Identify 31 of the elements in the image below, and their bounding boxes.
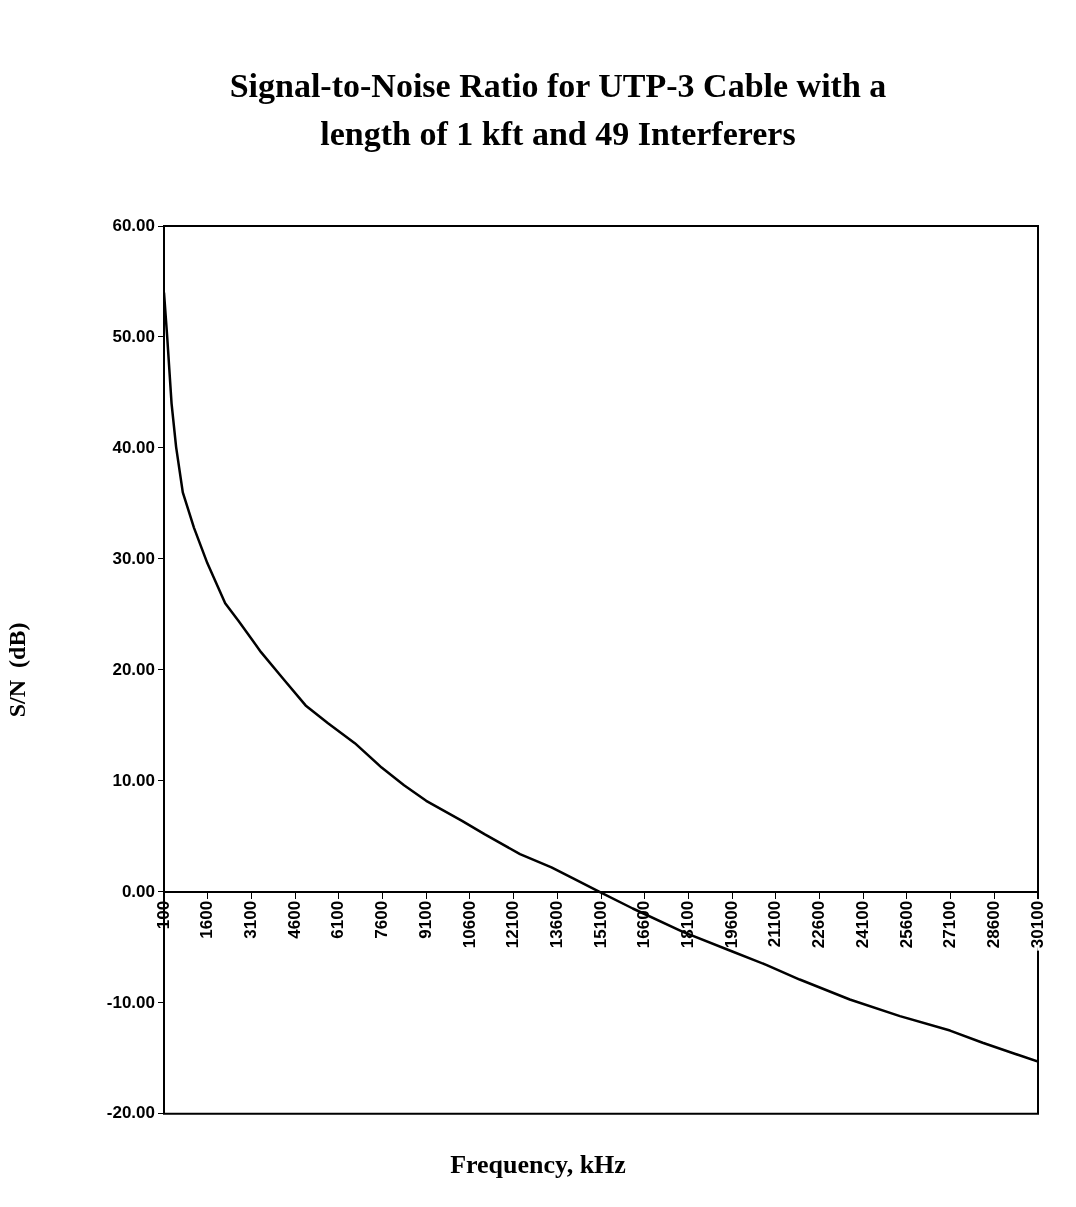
x-tick-label: 25600 bbox=[896, 900, 916, 949]
y-tick-label: 10.00 bbox=[112, 770, 155, 790]
x-tick-label: 1600 bbox=[197, 900, 217, 939]
x-tick-label: 19600 bbox=[721, 900, 741, 949]
x-tick-label: 10600 bbox=[459, 900, 479, 949]
x-axis-title: Frequency, kHz bbox=[449, 1150, 627, 1180]
y-tick-label: -20.00 bbox=[106, 1103, 155, 1123]
x-tick-label: 24100 bbox=[852, 900, 872, 949]
x-tick-label: 28600 bbox=[983, 900, 1003, 949]
y-tick-label: 0.00 bbox=[121, 881, 155, 901]
x-tick-label: 4600 bbox=[284, 900, 304, 939]
y-tick-label: -10.00 bbox=[106, 992, 155, 1012]
y-tick-label: 30.00 bbox=[112, 548, 155, 568]
y-tick-label: 60.00 bbox=[112, 215, 155, 235]
x-tick-label: 15100 bbox=[590, 900, 610, 949]
chart-title: Signal-to-Noise Ratio for UTP-3 Cable with a length of 1 kft and 49 Interferers bbox=[228, 66, 888, 154]
x-tick-label: 22600 bbox=[809, 900, 829, 949]
x-tick-label: 21100 bbox=[765, 900, 785, 948]
x-tick-label: 9100 bbox=[415, 900, 435, 939]
x-tick-label: 12100 bbox=[503, 900, 523, 949]
x-tick-label: 18100 bbox=[678, 900, 698, 949]
x-tick-label: 7600 bbox=[372, 900, 392, 939]
y-tick-label: 50.00 bbox=[112, 326, 155, 346]
y-tick-label: 20.00 bbox=[112, 659, 155, 679]
x-tick-label: 13600 bbox=[546, 900, 566, 949]
x-tick-label: 3100 bbox=[241, 900, 261, 939]
y-axis-title: S/N (dB) bbox=[3, 622, 30, 718]
y-tick-label: 40.00 bbox=[112, 437, 155, 457]
x-tick-label: 27100 bbox=[940, 900, 960, 949]
x-tick-label: 6100 bbox=[328, 900, 348, 939]
x-tick-label: 16600 bbox=[634, 900, 654, 949]
